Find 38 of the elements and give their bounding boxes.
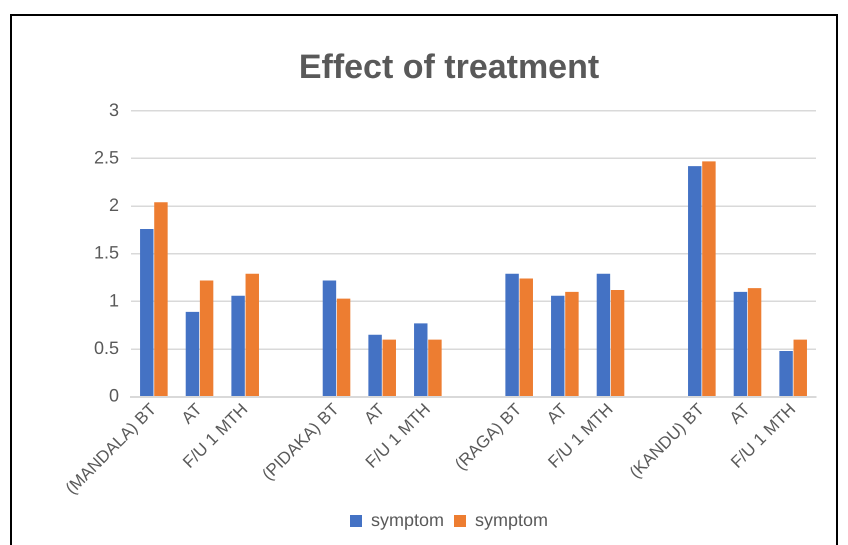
- bar: [794, 340, 807, 396]
- y-tick-label: 1.5: [94, 242, 120, 263]
- bar: [368, 334, 382, 396]
- bar: [505, 274, 519, 396]
- bar: [688, 166, 702, 396]
- x-tick-label: AT: [726, 400, 754, 428]
- bar: [140, 228, 154, 396]
- bar: [596, 274, 610, 396]
- bar: [748, 288, 762, 396]
- x-tick-label: AT: [543, 400, 571, 428]
- bar: [520, 278, 533, 396]
- y-tick-label: 0: [109, 386, 120, 406]
- bar: [779, 351, 793, 396]
- bar: [186, 312, 200, 396]
- chart-title: Effect of treatment: [298, 48, 600, 86]
- bar: [322, 280, 336, 396]
- y-tick-label: 3: [109, 100, 120, 120]
- legend-label: symptom: [370, 510, 444, 530]
- bar: [382, 340, 396, 396]
- y-tick-label: 2: [109, 195, 120, 216]
- x-tick-label: AT: [178, 400, 206, 428]
- bar: [551, 296, 564, 396]
- bar: [246, 274, 259, 396]
- bar: [200, 280, 214, 396]
- bar: [702, 161, 716, 396]
- y-tick-label: 2.5: [94, 147, 120, 168]
- bar: [734, 292, 748, 396]
- bar: [414, 323, 428, 396]
- bar: [428, 340, 442, 396]
- bar: [336, 298, 350, 396]
- bar: [610, 290, 624, 396]
- y-tick-label: 0.5: [94, 338, 120, 358]
- y-tick-label: 1: [109, 290, 120, 310]
- bar: [565, 292, 579, 396]
- legend-label: symptom: [475, 510, 548, 530]
- bar: [154, 202, 168, 396]
- bar: [231, 296, 245, 396]
- x-tick-label: AT: [360, 400, 388, 428]
